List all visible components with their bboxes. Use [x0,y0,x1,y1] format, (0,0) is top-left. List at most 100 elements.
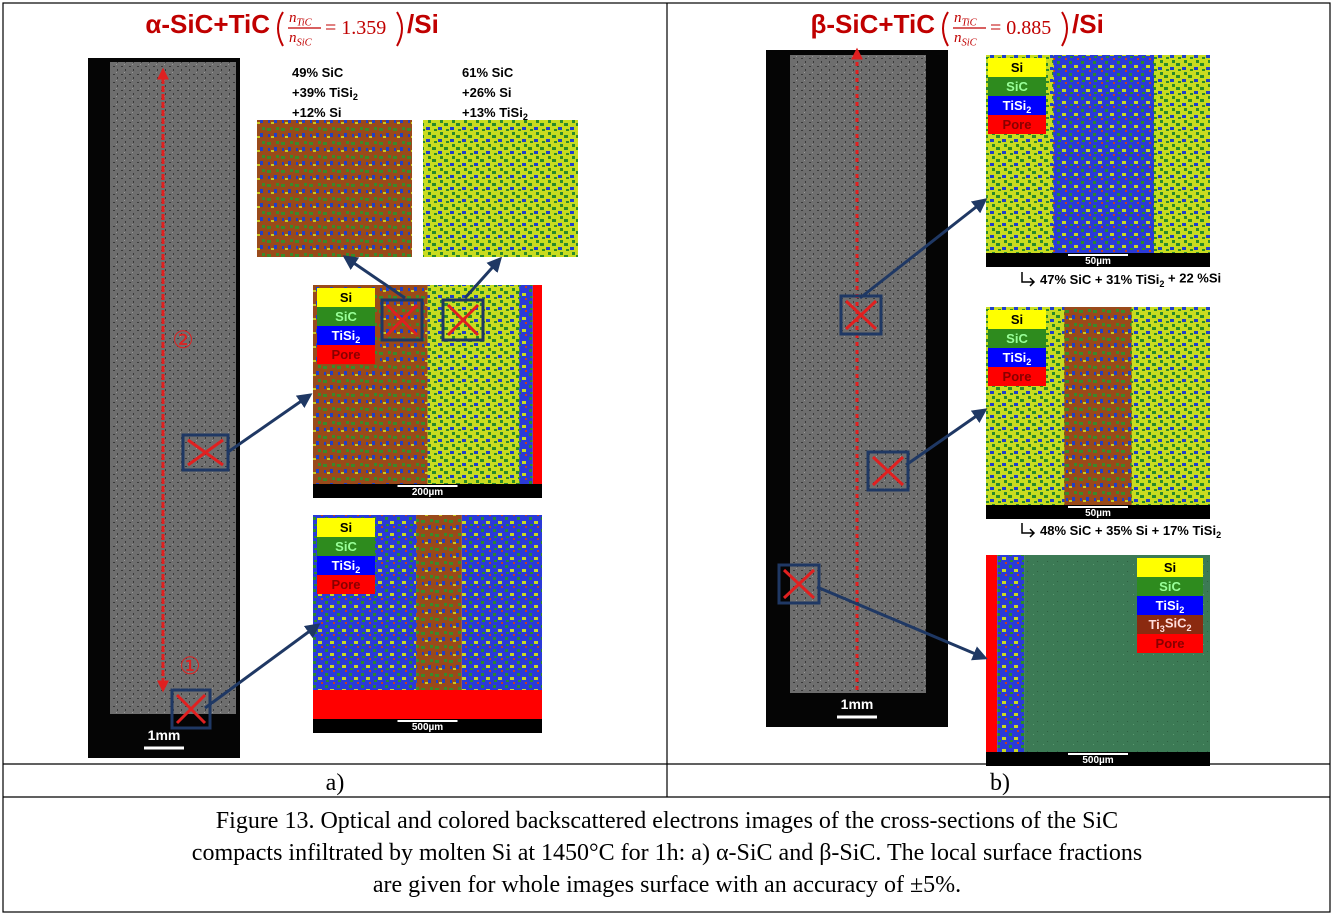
legend-swatch [317,326,375,345]
bse-map [519,285,533,484]
fraction-denominator: nSiC [954,30,978,49]
legend-label-part: SiC [335,539,357,554]
legend-label-part: SiC [1159,579,1181,594]
panel-title: α-SiC+TiC = 1.359/Si [145,9,439,47]
arrow [816,585,988,661]
legend-swatch [988,329,1046,348]
legend-swatch [988,77,1046,96]
title-prefix: β-SiC+TiC [811,9,936,39]
roi-cross [446,303,480,337]
roi-cross [385,303,419,337]
composition-line-part: +26% Si [462,85,512,100]
scale-label: 200µm [412,487,443,498]
legend-label-part: Ti [1148,617,1159,632]
fraction-numerator: nTiC [954,10,978,29]
composition-line-part: +39% TiSi [292,85,353,100]
legend-label: Si [340,520,352,535]
roi-cross [187,438,224,467]
surface-fraction-part: 2 [1216,530,1221,540]
arrow [204,623,321,710]
legend-label: TiSi2 [332,328,361,345]
sample-section [110,62,236,714]
legend-label-part: Pore [1003,117,1032,132]
panel-label: a) [326,770,345,796]
legend-swatch [317,345,375,364]
fraction-denominator-part: SiC [297,38,313,49]
legend-label: Si [1011,312,1023,327]
scale-label: 50µm [1085,508,1111,519]
legend-swatch [317,288,375,307]
bse-map-zoom [257,120,412,257]
legend-swatch [1137,558,1203,577]
legend-swatch [988,348,1046,367]
bse-map [532,285,542,484]
bse-map [416,515,462,719]
legend-swatch [1137,615,1203,634]
composition-line: +13% TiSi2 [462,105,528,122]
summary-icon [1021,523,1036,538]
legend-label: Si [1011,60,1023,75]
fraction-numerator-part: n [954,10,962,26]
summary-icon [1021,272,1036,287]
arrow [342,255,406,300]
legend-swatch [317,537,375,556]
fraction-numerator: nTiC [289,10,313,29]
legend-label: Pore [332,347,361,362]
roi-box [777,563,821,605]
legend-swatch [1137,596,1203,615]
title-suffix: /Si [407,9,439,39]
composition-line-part: 49% SiC [292,65,344,80]
legend-label-part: SiC [1165,616,1187,631]
fraction-numerator-part: TiC [962,18,978,29]
composition-line-part: +13% TiSi [462,105,523,120]
legend-swatch [1137,634,1203,653]
legend-swatch [317,575,375,594]
roi-box [866,450,910,492]
legend-swatch [988,367,1046,386]
legend-label-part: 2 [355,335,360,345]
bse-map [427,285,520,484]
legend-swatch [988,58,1046,77]
bse-map [1064,307,1132,505]
scale-strip [986,505,1210,519]
fraction-denominator-part: n [289,30,297,46]
composition-line: 61% SiC [462,65,514,80]
arrow [859,198,988,300]
surface-fraction-part: + 22 %Si [1164,271,1221,286]
roi-box [170,688,212,730]
legend-label: Pore [332,577,361,592]
paren [1061,11,1068,47]
legend-label-part: 2 [1187,623,1192,633]
legend-label: Ti3SiC2 [1148,616,1191,635]
surface-fraction: 47% SiC + 31% TiSi2 + 22 %Si [1040,271,1221,290]
legend-label: TiSi2 [1003,350,1032,367]
legend-swatch [317,518,375,537]
roi-cross [871,455,905,487]
legend-label-part: Si [1011,60,1023,75]
fraction-numerator-part: n [289,10,297,26]
scale-label: 500µm [412,722,443,733]
legend-label: SiC [1006,331,1028,346]
paren [396,11,403,47]
roi-cross [175,693,207,725]
legend-label: SiC [335,309,357,324]
scale-label: 50µm [1085,256,1111,267]
legend-label-part: Pore [1156,636,1185,651]
surface-fraction-part: 47% SiC + 31% TiSi [1040,272,1159,287]
legend-swatch [317,307,375,326]
bse-map [1053,55,1154,253]
legend-swatch [988,310,1046,329]
fraction-denominator-part: SiC [962,38,978,49]
legend-label-part: 3 [1160,624,1165,634]
scale-strip [986,752,1210,766]
panel-label: b) [990,770,1010,796]
caption-line: Figure 13. Optical and colored backscatt… [216,808,1118,834]
scale-label: 500µm [1082,755,1113,766]
arrow [463,256,503,300]
legend-label-part: Pore [1003,369,1032,384]
surface-fraction-part: 48% SiC + 35% Si + 17% TiSi [1040,523,1216,538]
bse-map [986,555,998,752]
panel-title: β-SiC+TiC = 0.885/Si [811,9,1104,47]
legend-label-part: Si [1164,560,1176,575]
legend-label-part: 2 [355,565,360,575]
